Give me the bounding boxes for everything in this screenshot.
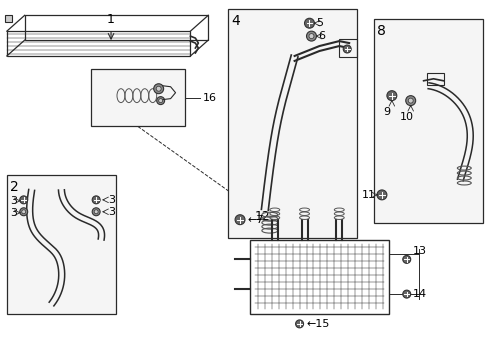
Text: 16: 16 xyxy=(202,93,216,103)
Text: 12: 12 xyxy=(255,210,270,223)
Circle shape xyxy=(309,33,314,39)
Bar xyxy=(250,239,389,314)
Text: ←7: ←7 xyxy=(248,215,265,225)
Text: 13: 13 xyxy=(413,247,427,256)
Bar xyxy=(91,69,185,126)
Circle shape xyxy=(307,31,317,41)
Circle shape xyxy=(157,96,165,105)
Circle shape xyxy=(20,196,28,204)
Text: 9: 9 xyxy=(383,107,391,117)
Circle shape xyxy=(20,208,28,216)
Bar xyxy=(339,39,357,57)
Circle shape xyxy=(156,86,161,91)
Text: 3: 3 xyxy=(10,196,17,206)
Text: ←15: ←15 xyxy=(307,319,330,329)
Circle shape xyxy=(305,18,315,28)
Bar xyxy=(7,175,116,314)
Bar xyxy=(5,15,12,22)
Circle shape xyxy=(235,215,245,225)
Text: 8: 8 xyxy=(377,24,386,38)
Circle shape xyxy=(387,91,397,100)
Circle shape xyxy=(92,196,100,204)
Circle shape xyxy=(94,210,98,214)
Text: 1: 1 xyxy=(107,13,115,26)
Text: 11: 11 xyxy=(362,190,376,200)
Circle shape xyxy=(343,45,351,53)
Text: 14: 14 xyxy=(413,289,427,299)
Circle shape xyxy=(403,290,411,298)
Circle shape xyxy=(159,99,163,103)
Text: 3: 3 xyxy=(10,208,17,218)
Circle shape xyxy=(154,84,164,94)
Text: 3: 3 xyxy=(108,207,115,217)
Circle shape xyxy=(406,96,416,105)
Text: 5: 5 xyxy=(317,18,323,28)
Circle shape xyxy=(377,190,387,200)
Circle shape xyxy=(22,210,25,214)
Text: 4: 4 xyxy=(231,14,240,28)
Bar xyxy=(374,19,483,223)
Circle shape xyxy=(92,208,100,216)
Text: 6: 6 xyxy=(318,31,325,41)
Text: 2: 2 xyxy=(10,180,19,194)
Bar xyxy=(228,9,357,238)
Circle shape xyxy=(295,320,303,328)
Bar xyxy=(427,73,444,85)
Circle shape xyxy=(403,255,411,264)
Text: 3: 3 xyxy=(108,195,115,205)
Text: 10: 10 xyxy=(400,112,414,122)
Circle shape xyxy=(408,98,413,103)
